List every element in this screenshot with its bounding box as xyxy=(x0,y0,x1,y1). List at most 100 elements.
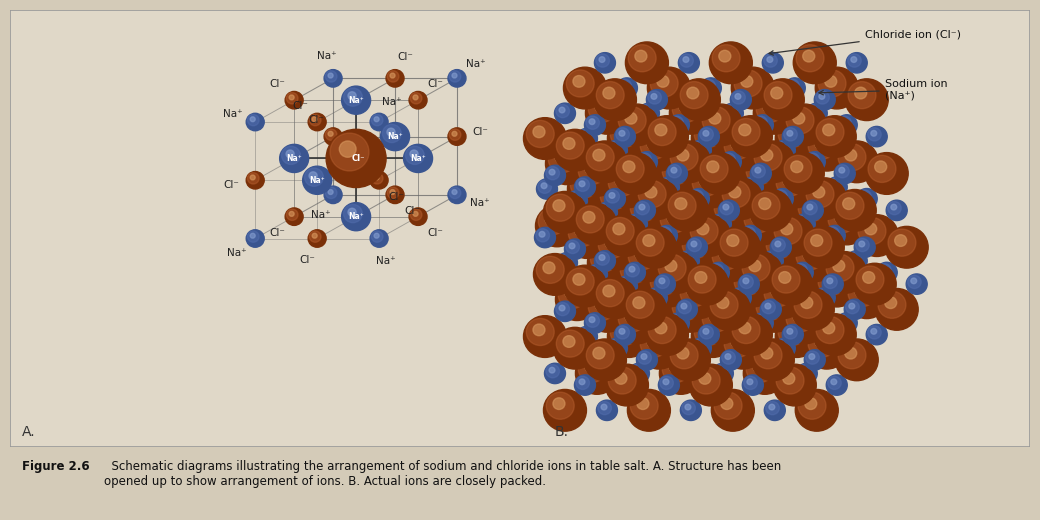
Circle shape xyxy=(616,302,658,344)
Circle shape xyxy=(731,265,775,307)
Circle shape xyxy=(700,326,713,339)
Circle shape xyxy=(824,275,837,289)
Circle shape xyxy=(877,262,898,283)
Circle shape xyxy=(826,375,848,395)
Circle shape xyxy=(775,241,781,247)
Circle shape xyxy=(724,132,752,159)
Circle shape xyxy=(735,292,740,297)
Circle shape xyxy=(867,128,881,141)
Circle shape xyxy=(628,363,649,384)
Circle shape xyxy=(312,233,317,238)
Circle shape xyxy=(571,194,577,200)
Circle shape xyxy=(838,342,866,369)
Circle shape xyxy=(452,132,457,136)
Circle shape xyxy=(742,203,784,245)
Circle shape xyxy=(625,240,669,282)
Circle shape xyxy=(665,133,671,138)
Circle shape xyxy=(771,87,783,99)
Circle shape xyxy=(704,256,732,283)
Circle shape xyxy=(734,70,762,97)
Circle shape xyxy=(712,45,740,72)
Circle shape xyxy=(538,180,551,193)
Circle shape xyxy=(578,129,592,143)
Circle shape xyxy=(701,126,712,138)
Circle shape xyxy=(596,280,624,307)
Circle shape xyxy=(661,328,675,341)
Circle shape xyxy=(598,401,612,414)
Circle shape xyxy=(576,206,604,233)
Circle shape xyxy=(554,301,575,321)
Circle shape xyxy=(545,363,566,384)
Circle shape xyxy=(596,252,609,265)
Circle shape xyxy=(642,281,670,309)
Circle shape xyxy=(615,324,635,345)
Circle shape xyxy=(888,229,916,256)
Circle shape xyxy=(557,254,571,267)
Circle shape xyxy=(390,73,395,78)
Circle shape xyxy=(792,112,805,124)
Circle shape xyxy=(808,330,836,357)
Circle shape xyxy=(756,266,770,279)
Circle shape xyxy=(650,268,678,295)
Text: Na⁺: Na⁺ xyxy=(223,109,242,119)
Circle shape xyxy=(630,194,658,222)
Circle shape xyxy=(674,217,687,230)
Circle shape xyxy=(698,152,740,194)
Circle shape xyxy=(618,107,646,134)
Circle shape xyxy=(596,228,639,270)
Circle shape xyxy=(569,243,575,249)
Circle shape xyxy=(578,328,592,341)
Circle shape xyxy=(565,239,586,259)
Circle shape xyxy=(679,299,691,310)
Circle shape xyxy=(545,143,589,185)
Circle shape xyxy=(826,203,868,245)
Circle shape xyxy=(796,215,809,228)
Text: Na⁺: Na⁺ xyxy=(348,212,364,221)
Circle shape xyxy=(732,289,746,302)
Circle shape xyxy=(779,271,790,283)
Circle shape xyxy=(699,175,711,186)
Circle shape xyxy=(578,355,606,382)
Circle shape xyxy=(705,280,711,285)
Text: Na⁺: Na⁺ xyxy=(375,256,395,266)
Circle shape xyxy=(849,303,855,309)
Circle shape xyxy=(413,95,418,100)
Circle shape xyxy=(555,105,570,118)
Circle shape xyxy=(658,375,679,395)
Circle shape xyxy=(854,237,876,257)
Circle shape xyxy=(836,115,857,135)
Circle shape xyxy=(607,340,622,353)
Circle shape xyxy=(537,179,557,199)
FancyBboxPatch shape xyxy=(10,10,1030,447)
Circle shape xyxy=(718,226,760,268)
Circle shape xyxy=(814,89,835,110)
Circle shape xyxy=(744,206,772,233)
Circle shape xyxy=(781,152,825,194)
Circle shape xyxy=(410,209,422,220)
Circle shape xyxy=(555,151,567,163)
Circle shape xyxy=(749,189,792,231)
Circle shape xyxy=(764,250,777,262)
Circle shape xyxy=(756,293,784,320)
Circle shape xyxy=(656,275,670,289)
Circle shape xyxy=(744,154,786,196)
Circle shape xyxy=(575,154,619,196)
Circle shape xyxy=(536,229,549,242)
Circle shape xyxy=(756,216,777,236)
Circle shape xyxy=(726,281,754,309)
Circle shape xyxy=(833,189,877,231)
Circle shape xyxy=(532,126,545,138)
Circle shape xyxy=(688,237,701,249)
Circle shape xyxy=(885,226,928,268)
Circle shape xyxy=(831,181,837,187)
Circle shape xyxy=(837,116,852,129)
Circle shape xyxy=(775,188,787,200)
Circle shape xyxy=(730,89,751,110)
Circle shape xyxy=(330,133,369,171)
Circle shape xyxy=(691,140,711,160)
Circle shape xyxy=(838,144,866,171)
Circle shape xyxy=(308,230,327,247)
Circle shape xyxy=(776,340,789,353)
Circle shape xyxy=(652,192,666,205)
Circle shape xyxy=(676,299,698,320)
